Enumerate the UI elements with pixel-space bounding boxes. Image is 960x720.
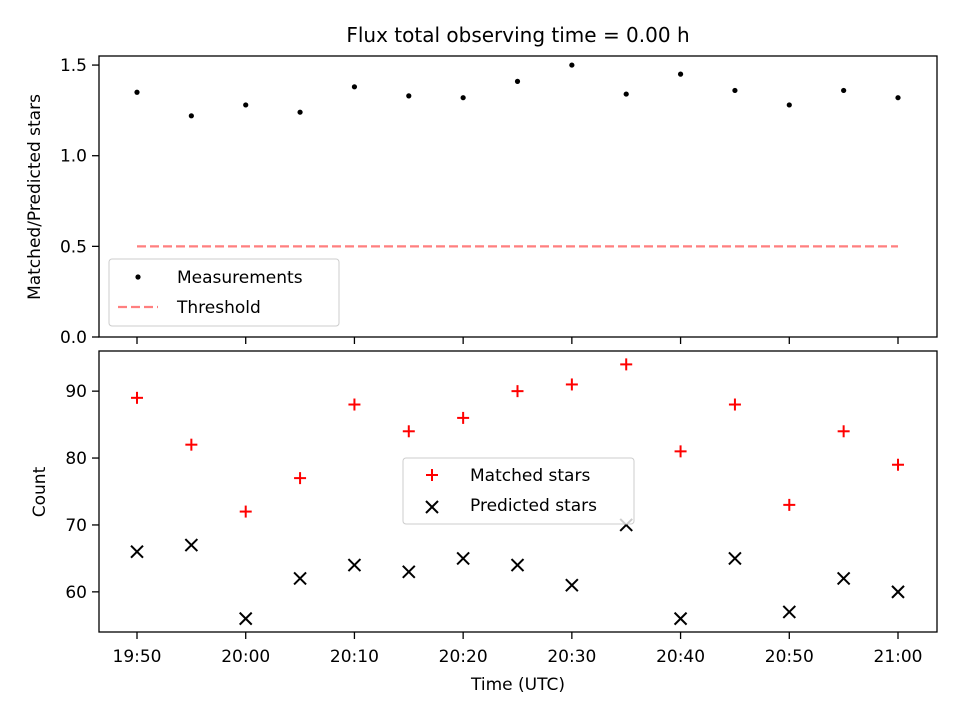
- bottom-y-ticks: 60 70 80 90: [65, 382, 99, 603]
- measurement-point: [569, 62, 575, 68]
- matched-star-point: [511, 385, 524, 398]
- y-tick-label: 70: [65, 516, 87, 536]
- top-legend-box: [108, 258, 340, 327]
- matched-star-point: [239, 505, 252, 518]
- predicted-star-point: [293, 571, 307, 586]
- matched-star-point: [294, 472, 307, 485]
- x-tick-label: 20:50: [765, 647, 814, 667]
- predicted-star-point: [565, 578, 579, 592]
- measurement-point: [895, 95, 901, 101]
- x-tick-label: 20:20: [439, 647, 488, 667]
- legend-measurements-label: Measurements: [177, 268, 303, 288]
- predicted-star-point: [673, 611, 688, 626]
- measurement-point: [732, 87, 738, 94]
- matched-star-point: [837, 425, 850, 438]
- predicted-star-point: [782, 605, 796, 619]
- top-y-ticks: 0.0 0.5 1.0 1.5: [60, 56, 99, 348]
- predicted-star-point: [836, 571, 851, 586]
- y-tick-label: 90: [65, 382, 87, 402]
- bottom-x-axis-label: Time (UTC): [470, 675, 565, 695]
- matched-star-point: [131, 391, 143, 404]
- bottom-data-marks: [130, 358, 905, 626]
- matched-star-point: [185, 438, 198, 451]
- chart-title: Flux total observing time = 0.00 h: [346, 23, 689, 47]
- measurement-point: [623, 91, 629, 97]
- x-tick-label: 21:00: [874, 647, 923, 667]
- bottom-legend-box: [402, 457, 635, 525]
- measurement-point: [188, 113, 194, 119]
- x-tick-label: 19:50: [113, 647, 162, 667]
- y-tick-label: 0.5: [60, 237, 87, 257]
- matched-star-point: [565, 378, 578, 391]
- predicted-star-point: [239, 611, 253, 626]
- y-tick-label: 80: [65, 449, 87, 469]
- legend-predicted-label: Predicted stars: [470, 496, 597, 516]
- top-data-marks: [134, 62, 901, 248]
- measurement-point: [460, 95, 466, 101]
- predicted-star-point: [456, 551, 470, 566]
- predicted-star-point: [510, 558, 525, 572]
- measurement-point: [243, 102, 249, 108]
- measurement-point: [351, 84, 358, 90]
- y-tick-label: 60: [65, 583, 87, 603]
- legend-predicted-marker: [425, 500, 439, 514]
- y-tick-label: 1.0: [60, 147, 87, 167]
- legend-matched-marker: [426, 469, 438, 481]
- predicted-star-point: [347, 558, 362, 572]
- y-tick-label: 1.5: [60, 56, 87, 76]
- bottom-panel: Count Time (UTC) 60 70 80 90 19:50 20:00 20:1…: [30, 350, 938, 695]
- legend-measurements-marker: [135, 274, 141, 280]
- legend-threshold-label: Threshold: [176, 298, 261, 318]
- matched-star-point: [783, 498, 796, 511]
- predicted-star-point: [130, 545, 144, 559]
- y-tick-label: 0.0: [60, 328, 87, 348]
- matched-star-point: [892, 458, 904, 471]
- top-x-ticks: [136, 337, 899, 344]
- matched-star-point: [402, 425, 415, 438]
- bottom-legend: Matched stars Predicted stars: [402, 457, 635, 525]
- bottom-panel-frame: [98, 350, 938, 633]
- x-tick-label: 20:00: [221, 647, 270, 667]
- top-y-axis-label: Matched/Predicted stars: [25, 94, 45, 300]
- measurement-point: [677, 71, 684, 77]
- x-tick-label: 20:30: [547, 647, 596, 667]
- x-tick-label: 20:10: [330, 647, 379, 667]
- measurement-point: [786, 102, 792, 108]
- measurement-point: [297, 109, 303, 115]
- predicted-star-point: [402, 565, 416, 579]
- top-panel-frame: [98, 55, 938, 338]
- top-legend: Measurements Threshold: [108, 258, 340, 327]
- measurement-point: [406, 93, 412, 99]
- top-panel: Matched/Predicted stars 0.0 0.5 1.0 1.5 Mea…: [25, 55, 938, 348]
- matched-star-point: [620, 358, 633, 371]
- bottom-y-axis-label: Count: [30, 466, 50, 517]
- x-tick-label: 20:40: [656, 647, 705, 667]
- predicted-star-point: [184, 538, 199, 552]
- predicted-star-point: [728, 551, 742, 566]
- bottom-x-ticks: 19:50 20:00 20:10 20:20 20:30 20:40 20:50 21:00: [113, 632, 923, 667]
- matched-star-point: [674, 445, 687, 458]
- measurement-point: [841, 87, 847, 94]
- predicted-star-point: [891, 585, 905, 599]
- matched-star-point: [457, 411, 470, 424]
- matched-star-point: [348, 398, 361, 411]
- measurement-point: [134, 89, 140, 95]
- legend-matched-label: Matched stars: [470, 466, 590, 486]
- measurement-point: [514, 78, 521, 84]
- matched-star-point: [728, 398, 741, 411]
